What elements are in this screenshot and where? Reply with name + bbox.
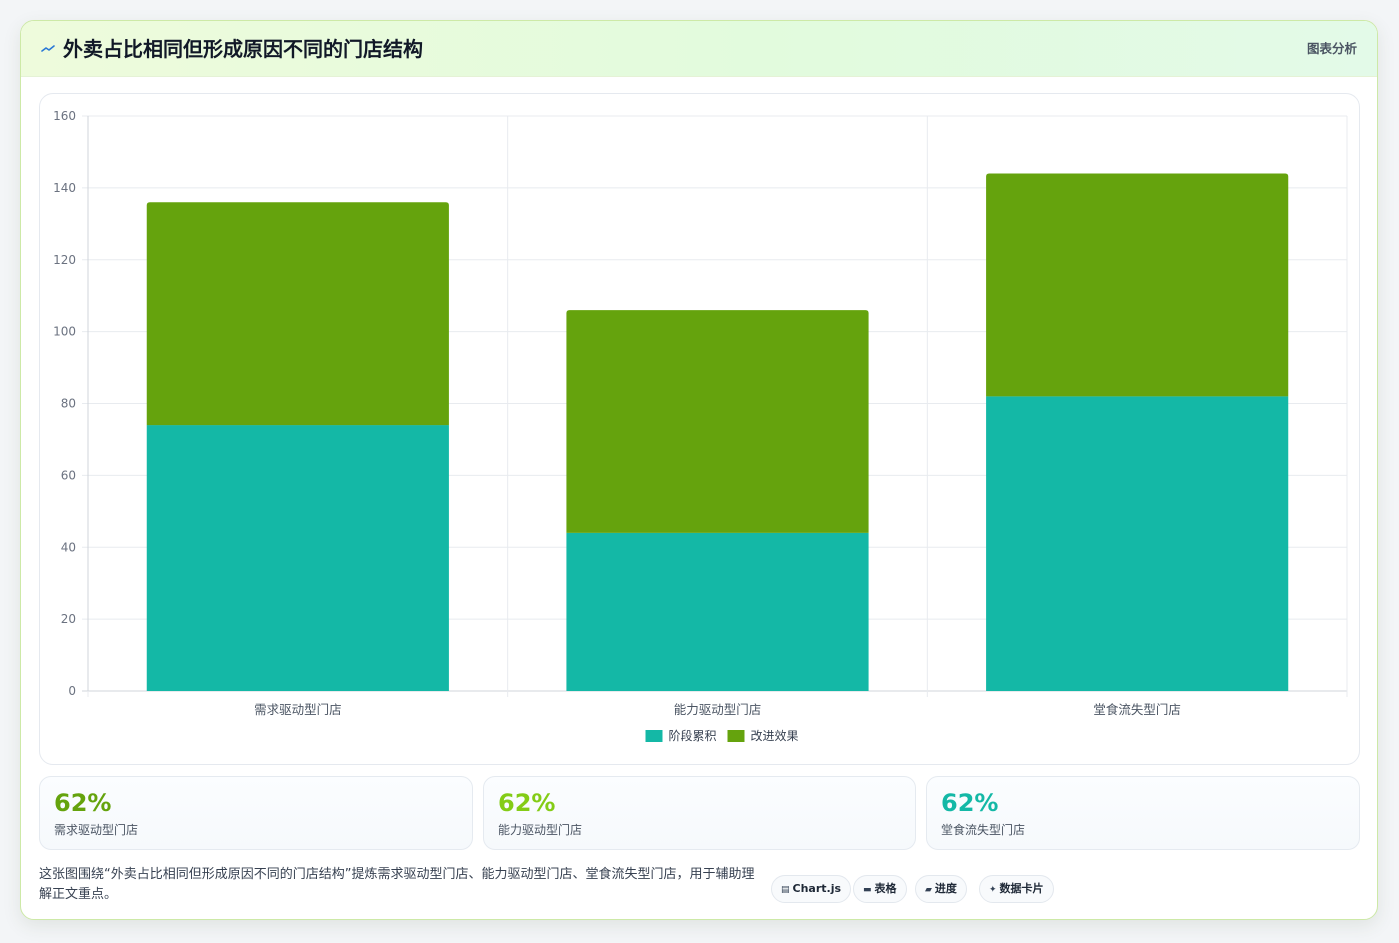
tag-table[interactable]: ▬ 表格 (853, 875, 907, 903)
tag-label: 进度 (934, 882, 957, 895)
stat-card-capability: 62% 能力驱动型门店 (483, 776, 916, 850)
y-tick-label: 40 (61, 540, 76, 554)
legend-label: 阶段累积 (669, 728, 717, 743)
y-tick-label: 80 (61, 397, 76, 411)
y-tick-label: 120 (53, 253, 76, 267)
chart-container: 0 20 40 60 80 100 120 140 160 需求驱动型门店 能力驱动型门店 堂食流失型… (39, 93, 1360, 765)
bar-segment (146, 425, 449, 691)
x-tick-label: 堂食流失型门店 (1093, 702, 1181, 717)
stat-label: 能力驱动型门店 (498, 823, 583, 837)
x-tick-label: 能力驱动型门店 (674, 702, 762, 717)
sparkline-icon (41, 39, 55, 59)
page-title: 外卖占比相同但形成原因不同的门店结构 (63, 37, 423, 61)
bar-segment (146, 202, 449, 426)
y-tick-label: 140 (53, 181, 76, 195)
stacked-bar-chart: 0 20 40 60 80 100 120 140 160 需求驱动型门店 能力驱动型门店 堂食流失型… (53, 109, 1348, 743)
card-header: 外卖占比相同但形成原因不同的门店结构 图表分析 (21, 21, 1377, 77)
bar-segment (986, 173, 1289, 397)
stat-value: 62% (498, 789, 556, 817)
y-tick-label: 160 (53, 109, 76, 123)
legend-label: 改进效果 (751, 728, 799, 743)
y-tick-label: 20 (61, 612, 76, 626)
bar-segment (566, 310, 869, 533)
tag-label: 数据卡片 (999, 882, 1044, 895)
legend-swatch (645, 730, 663, 742)
progress-icon: ▰ (925, 885, 932, 895)
table-icon: ▬ (863, 885, 872, 895)
stat-card-demand: 62% 需求驱动型门店 (39, 776, 473, 850)
tag-label: 表格 (874, 882, 897, 895)
stat-label: 需求驱动型门店 (54, 823, 139, 837)
tag-label: Chart.js (792, 882, 842, 895)
chart-analysis-label: 图表分析 (1306, 41, 1357, 56)
chart-icon: ▤ (781, 885, 790, 895)
sparkle-icon: ✦ (989, 885, 997, 895)
legend-swatch (727, 730, 745, 742)
y-tick-label: 0 (68, 684, 76, 698)
tag-chartjs[interactable]: ▤ Chart.js (771, 875, 852, 903)
stat-card-dine-in-loss: 62% 堂食流失型门店 (926, 776, 1360, 850)
x-tick-label: 需求驱动型门店 (254, 702, 342, 717)
stat-label: 堂食流失型门店 (941, 823, 1026, 837)
bar-segment (986, 396, 1289, 691)
bar-segment (566, 532, 869, 691)
chart-card: 外卖占比相同但形成原因不同的门店结构 图表分析 0 20 40 60 80 100 120 1… (20, 20, 1378, 920)
y-tick-label: 60 (61, 468, 76, 482)
tag-data-card[interactable]: ✦ 数据卡片 (979, 875, 1054, 903)
tag-progress[interactable]: ▰ 进度 (915, 875, 967, 903)
chart-description: 这张图围绕“外卖占比相同但形成原因不同的门店结构”提炼需求驱动型门店、能力驱动型… (39, 867, 755, 902)
stat-value: 62% (54, 789, 112, 817)
stat-value: 62% (941, 789, 999, 817)
y-tick-label: 100 (53, 325, 76, 339)
